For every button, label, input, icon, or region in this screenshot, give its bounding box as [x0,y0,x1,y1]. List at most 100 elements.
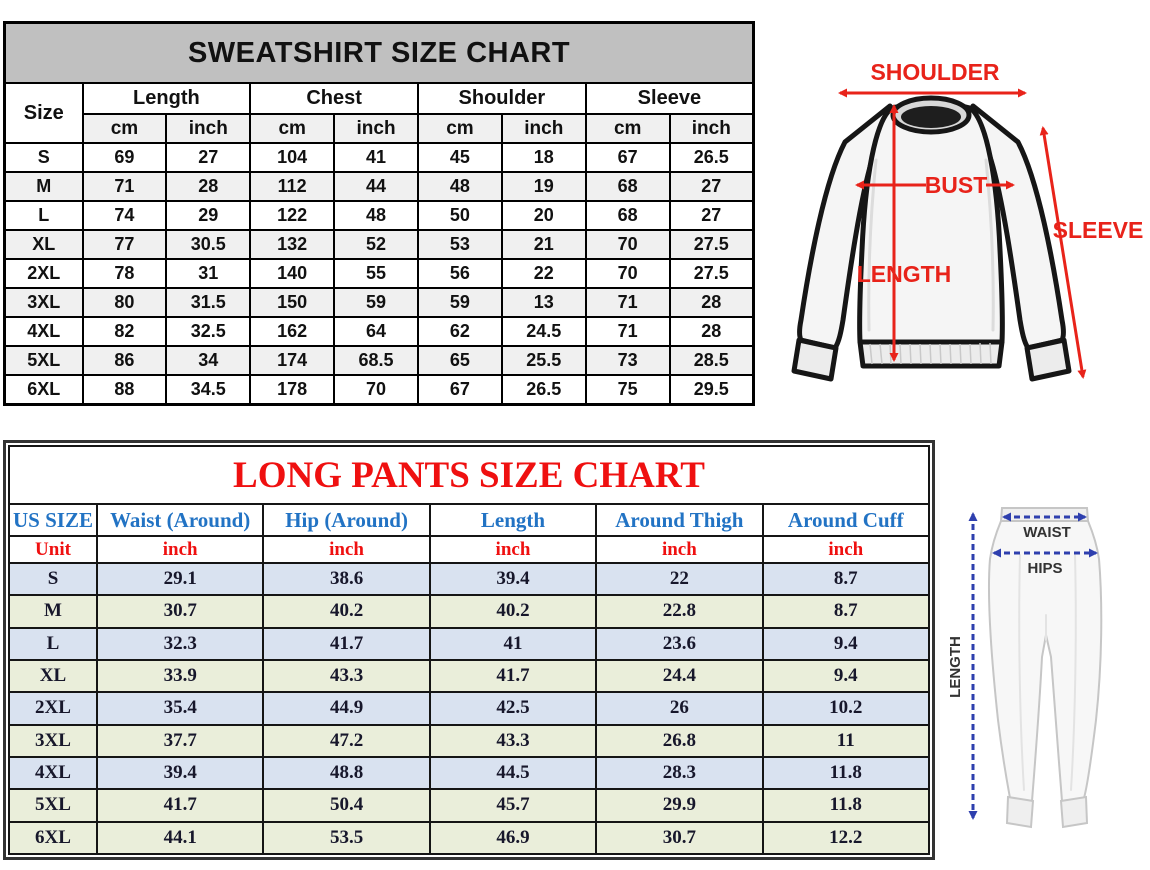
pants-value-cell: 29.9 [595,788,764,823]
pants-size-cell: 2XL [8,691,98,726]
pants-value-cell: 11 [761,723,931,758]
long-pants-size-table: LONG PANTS SIZE CHART US SIZE Waist (Aro… [8,445,931,856]
pants-row-M: M 30.7 40.2 40.2 22.8 8.7 [8,594,931,629]
pants-row-6XL: 6XL 44.1 53.5 46.9 30.7 12.2 [8,820,931,856]
sweatshirt-value-cell: 68.5 [333,345,419,376]
sweatshirt-left-cuff [791,337,839,382]
sweatshirt-value-cell: 69 [81,142,168,173]
pants-value-cell: 23.6 [595,626,764,661]
sweatshirt-value-cell: 71 [81,171,168,202]
unit-value: inch [262,535,431,564]
pants-size-cell: L [8,626,98,661]
unit-label: Unit [8,535,98,564]
pants-value-cell: 9.4 [761,626,931,661]
sweatshirt-row-L: L 74 29 122 48 50 20 68 27 [3,200,755,231]
pants-measurement-figure: WAIST HIPS LENGTH [930,495,1150,865]
pants-title-row: LONG PANTS SIZE CHART [8,445,930,505]
pants-row-L: L 32.3 41.7 41 23.6 9.4 [8,626,931,661]
sweatshirt-value-cell: 32.5 [165,316,252,347]
sweatshirt-row-4XL: 4XL 82 32.5 162 64 62 24.5 71 28 [3,316,755,347]
length-header: Length [428,503,598,537]
pants-value-cell: 11.8 [761,755,931,791]
fabric-shading [867,158,995,332]
sweatshirt-value-cell: 70 [584,258,671,289]
sweatshirt-value-cell: 86 [81,345,168,376]
chest-group-header: Chest [249,82,419,115]
sweatshirt-value-cell: 68 [584,171,671,202]
sweatshirt-value-cell: 27.5 [668,258,755,289]
sweatshirt-units-row: cm inch cm inch cm inch cm inch [5,113,755,144]
pants-value-cell: 37.7 [95,723,265,758]
pants-value-cell: 42.5 [428,691,598,726]
sweatshirt-value-cell: 140 [249,258,336,289]
pants-value-cell: 40.2 [262,594,431,629]
pants-size-cell: 6XL [8,820,98,856]
pants-size-cell: 3XL [8,723,98,758]
sweatshirt-value-cell: 31 [165,258,252,289]
sweatshirt-value-cell: 45 [417,142,503,173]
pants-value-cell: 48.8 [262,755,431,791]
pants-value-cell: 44.9 [262,691,431,726]
pants-value-cell: 28.3 [595,755,764,791]
unit-value: inch [761,535,931,564]
sweatshirt-value-cell: 27 [668,200,755,231]
pants-header-row: US SIZE Waist (Around) Hip (Around) Leng… [8,503,931,537]
sweatshirt-value-cell: 20 [500,200,587,231]
sweatshirt-value-cell: 82 [81,316,168,347]
around-cuff-header: Around Cuff [761,503,931,537]
sweatshirt-row-XL: XL 77 30.5 132 52 53 21 70 27.5 [3,229,755,260]
pants-length-label: LENGTH [947,636,964,698]
pants-waistband [999,507,1090,522]
pants-row-4XL: 4XL 39.4 48.8 44.5 28.3 11.8 [8,755,931,791]
sweatshirt-title-row: SWEATSHIRT SIZE CHART [3,21,755,84]
sweatshirt-table-title: SWEATSHIRT SIZE CHART [3,21,755,84]
pants-value-cell: 24.4 [595,658,764,694]
pants-size-cell: 4XL [8,755,98,791]
unit-header: cm [417,113,503,144]
pants-row-2XL: 2XL 35.4 44.9 42.5 26 10.2 [8,691,931,726]
pants-shading [1018,554,1077,791]
pants-value-cell: 22.8 [595,594,764,629]
pants-value-cell: 39.4 [95,755,265,791]
sweatshirt-value-cell: 59 [333,287,419,318]
length-label: LENGTH [857,261,952,287]
sweatshirt-value-cell: 77 [81,229,168,260]
sweatshirt-value-cell: 26.5 [500,374,587,406]
unit-header: inch [333,113,419,144]
pants-value-cell: 43.3 [428,723,598,758]
pants-value-cell: 40.2 [428,594,598,629]
sweatshirt-value-cell: 64 [333,316,419,347]
sweatshirt-value-cell: 80 [81,287,168,318]
pants-value-cell: 41.7 [95,788,265,823]
sweatshirt-value-cell: 29.5 [668,374,755,406]
unit-value: inch [95,535,265,564]
sweatshirt-value-cell: 28 [165,171,252,202]
pants-value-cell: 30.7 [595,820,764,856]
length-group-header: Length [81,82,252,115]
sweatshirt-value-cell: 25.5 [500,345,587,376]
pants-value-cell: 44.1 [95,820,265,856]
sweatshirt-row-5XL: 5XL 86 34 174 68.5 65 25.5 73 28.5 [3,345,755,376]
pants-size-cell: XL [8,658,98,694]
around-thigh-header: Around Thigh [595,503,764,537]
sweatshirt-value-cell: 31.5 [165,287,252,318]
sweatshirt-value-cell: 53 [417,229,503,260]
sweatshirt-row-3XL: 3XL 80 31.5 150 59 59 13 71 28 [3,287,755,318]
sweatshirt-size-table: SWEATSHIRT SIZE CHART Size Length Chest … [3,21,755,406]
sweatshirt-value-cell: 62 [417,316,503,347]
pants-value-cell: 50.4 [262,788,431,823]
unit-header: inch [500,113,587,144]
sweatshirt-size-cell: M [3,171,84,202]
pants-value-cell: 53.5 [262,820,431,856]
sweatshirt-size-cell: S [3,142,84,173]
pants-value-cell: 32.3 [95,626,265,661]
sweatshirt-size-cell: L [3,200,84,231]
sweatshirt-value-cell: 27 [165,142,252,173]
sweatshirt-value-cell: 55 [333,258,419,289]
unit-header: cm [584,113,671,144]
pants-value-cell: 12.2 [761,820,931,856]
pants-value-cell: 10.2 [761,691,931,726]
pants-value-cell: 41 [428,626,598,661]
sweatshirt-value-cell: 73 [584,345,671,376]
